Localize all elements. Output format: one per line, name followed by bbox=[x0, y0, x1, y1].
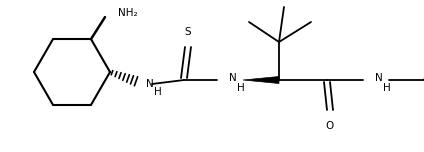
Text: N: N bbox=[229, 73, 237, 83]
Text: NH₂: NH₂ bbox=[118, 8, 138, 18]
Text: H: H bbox=[237, 83, 245, 93]
Text: H: H bbox=[154, 87, 162, 97]
Polygon shape bbox=[243, 76, 279, 83]
Text: N: N bbox=[146, 79, 154, 89]
Text: H: H bbox=[383, 83, 391, 93]
Text: S: S bbox=[185, 27, 191, 37]
Text: N: N bbox=[375, 73, 383, 83]
Text: O: O bbox=[326, 121, 334, 131]
